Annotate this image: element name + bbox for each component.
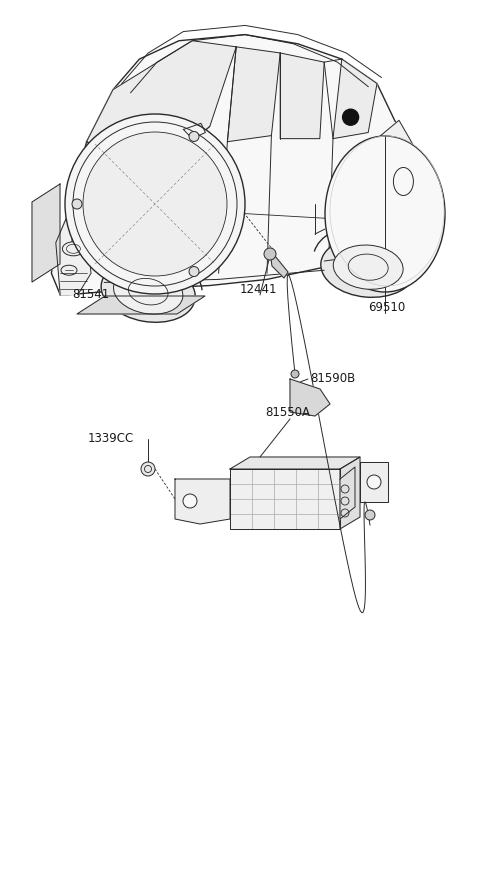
Ellipse shape <box>325 136 445 292</box>
Circle shape <box>141 462 155 476</box>
Polygon shape <box>183 124 205 139</box>
Text: 81550A: 81550A <box>265 406 310 419</box>
Polygon shape <box>77 296 205 314</box>
Ellipse shape <box>114 269 183 314</box>
Polygon shape <box>86 41 236 172</box>
Text: 69510: 69510 <box>368 301 405 314</box>
Polygon shape <box>270 252 288 278</box>
Text: 1339CC: 1339CC <box>88 432 134 446</box>
Polygon shape <box>51 34 421 294</box>
Ellipse shape <box>321 237 416 297</box>
Polygon shape <box>230 469 340 529</box>
Polygon shape <box>340 457 360 529</box>
Circle shape <box>189 267 199 277</box>
Circle shape <box>264 248 276 260</box>
Polygon shape <box>340 467 355 519</box>
Circle shape <box>83 132 227 276</box>
Circle shape <box>291 370 299 378</box>
Text: 12441: 12441 <box>240 283 277 296</box>
Ellipse shape <box>333 245 403 289</box>
Polygon shape <box>228 47 280 141</box>
Circle shape <box>189 132 199 141</box>
Circle shape <box>65 114 245 294</box>
Polygon shape <box>175 479 230 524</box>
Ellipse shape <box>101 261 195 323</box>
Polygon shape <box>280 53 324 139</box>
Circle shape <box>365 510 375 520</box>
Ellipse shape <box>62 242 84 255</box>
Polygon shape <box>72 147 147 252</box>
Circle shape <box>343 110 359 126</box>
Polygon shape <box>368 120 421 237</box>
Text: 81541: 81541 <box>72 287 109 301</box>
Circle shape <box>183 494 197 508</box>
Polygon shape <box>360 462 388 502</box>
Polygon shape <box>333 59 377 139</box>
Text: 81590B: 81590B <box>310 372 355 385</box>
Polygon shape <box>290 379 330 416</box>
Circle shape <box>72 199 82 209</box>
Polygon shape <box>56 212 91 294</box>
Polygon shape <box>230 457 360 469</box>
Polygon shape <box>32 184 60 282</box>
Circle shape <box>367 475 381 489</box>
